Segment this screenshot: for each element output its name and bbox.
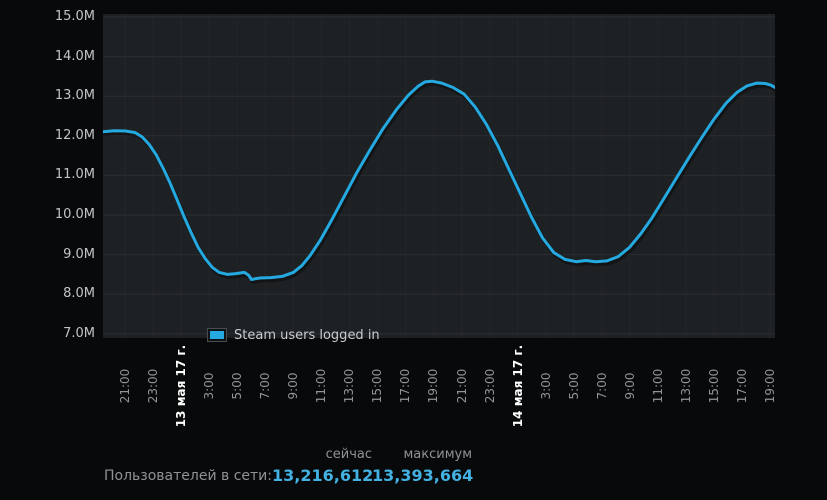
x-axis-time-label: 19:00 xyxy=(426,368,441,404)
x-axis-time-label: 5:00 xyxy=(566,372,581,400)
x-axis-time-label: 17:00 xyxy=(398,368,413,404)
y-axis-label: 15.0M xyxy=(54,9,95,24)
users-online-line-chart xyxy=(103,14,775,338)
y-axis-label: 12.0M xyxy=(54,127,95,143)
x-axis-time-label: 21:00 xyxy=(454,368,469,404)
y-axis-label: 13.0M xyxy=(54,88,95,104)
x-axis-time-label: 5:00 xyxy=(230,372,245,400)
y-axis-label: 8.0M xyxy=(63,286,95,302)
x-axis-time-label: 19:00 xyxy=(763,368,777,404)
x-axis-date-label: 13 мая 17 г. xyxy=(174,344,189,428)
x-axis-time-label: 9:00 xyxy=(622,372,637,400)
x-axis-time-label: 3:00 xyxy=(202,372,217,400)
chart-legend: Steam users logged in xyxy=(207,325,380,345)
y-axis-label: 7.0M xyxy=(63,325,95,341)
x-axis-date-label: 14 мая 17 г. xyxy=(510,344,525,428)
x-axis-time-label: 13:00 xyxy=(678,368,693,404)
legend-swatch-border xyxy=(207,328,227,342)
x-axis-time-label: 23:00 xyxy=(482,368,497,404)
x-axis-time-label: 7:00 xyxy=(258,372,273,400)
legend-label: Steam users logged in xyxy=(234,327,380,343)
stats-column-header-now: сейчас xyxy=(325,447,372,462)
x-axis-time-label: 13:00 xyxy=(342,368,357,404)
x-axis-time-label: 23:00 xyxy=(146,368,161,404)
y-axis-label: 9.0M xyxy=(63,246,95,262)
users-online-series-line xyxy=(103,79,775,281)
users-online-max-value: 13,393,664 xyxy=(372,466,474,485)
x-axis-time-label: 7:00 xyxy=(594,372,609,400)
x-axis-time-label: 11:00 xyxy=(650,368,665,404)
stats-column-header-max: максимум xyxy=(403,447,472,462)
stats-row-label-users-online: Пользователей в сети: xyxy=(104,468,272,484)
x-axis-time-label: 3:00 xyxy=(538,372,553,400)
users-online-current-value: 13,216,612 xyxy=(272,466,374,485)
legend-color-swatch xyxy=(210,331,224,339)
x-axis-time-label: 17:00 xyxy=(734,368,749,404)
y-axis-label: 11.0M xyxy=(54,167,95,183)
y-axis-label: 14.0M xyxy=(54,48,95,64)
x-axis-time-label: 21:00 xyxy=(118,368,132,404)
x-axis-time-label: 15:00 xyxy=(706,368,721,404)
x-axis-time-label: 15:00 xyxy=(370,368,385,404)
x-axis-time-label: 9:00 xyxy=(286,372,301,400)
x-axis-time-label: 11:00 xyxy=(314,368,329,404)
y-axis-label: 10.0M xyxy=(54,207,95,222)
chart-plot-area[interactable]: Steam users logged in xyxy=(103,14,775,343)
